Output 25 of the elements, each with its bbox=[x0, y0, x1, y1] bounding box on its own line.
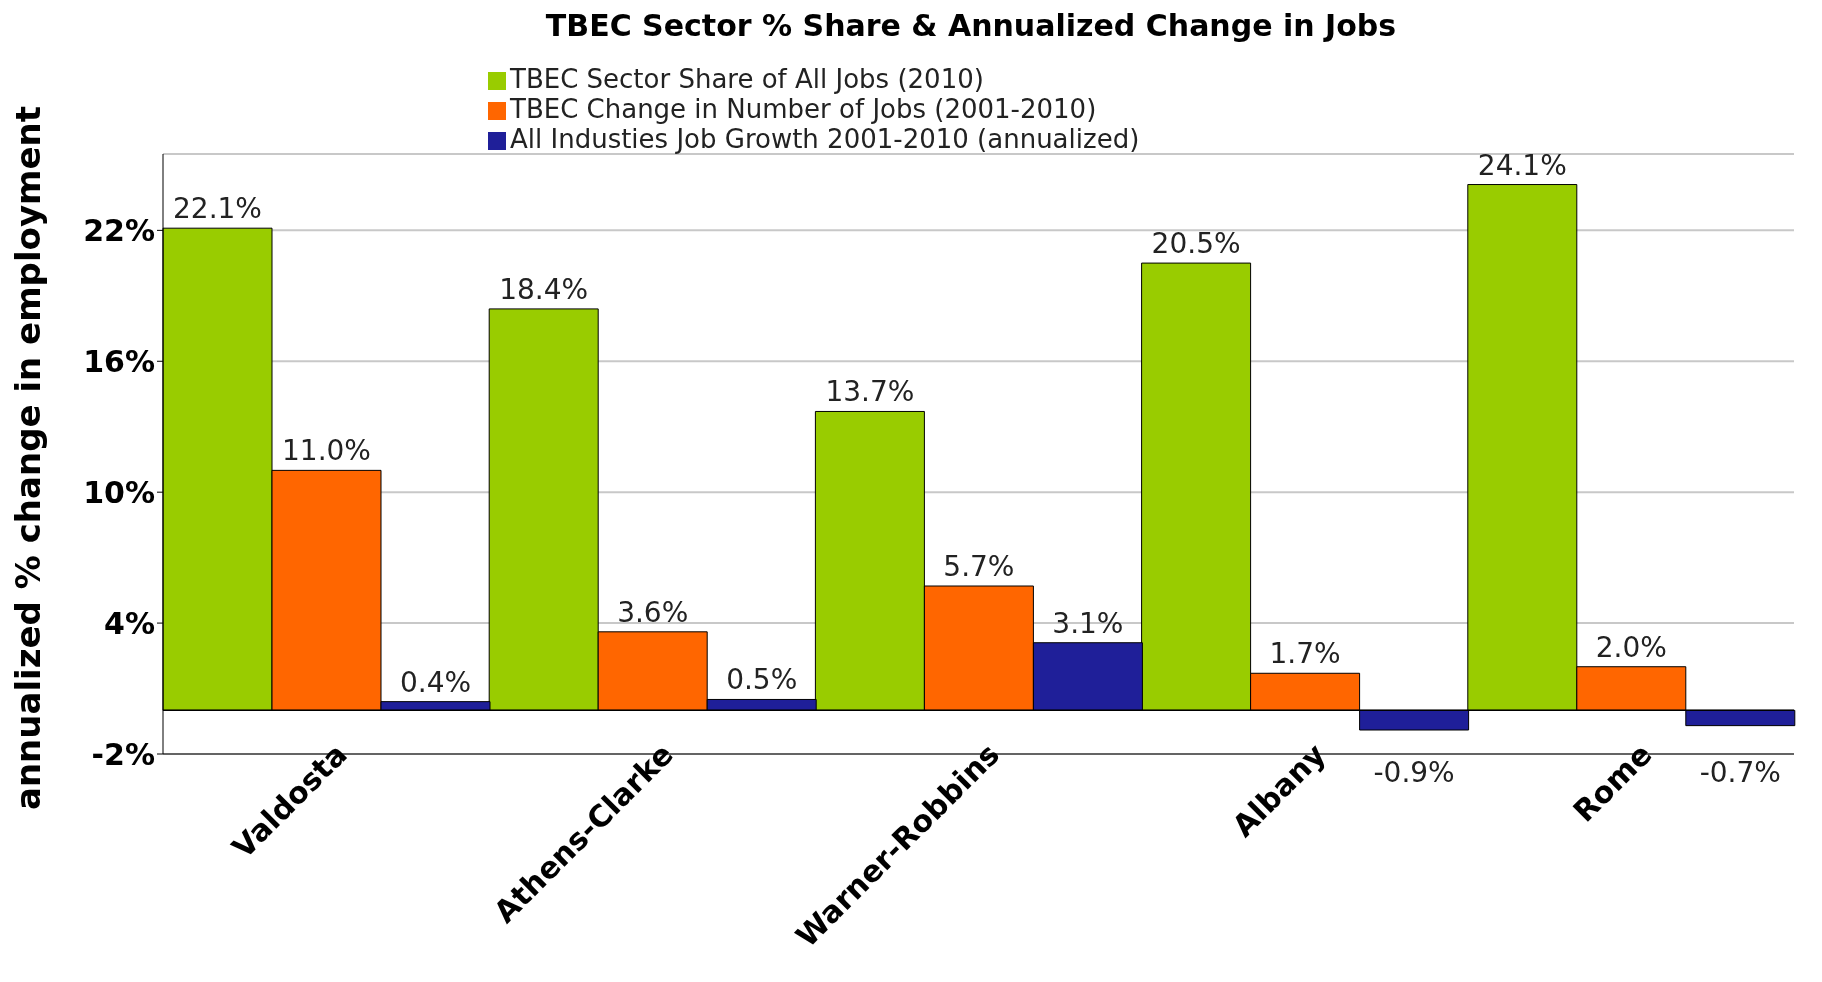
data-label: 3.6% bbox=[617, 595, 689, 629]
y-tick-label: 10% bbox=[83, 474, 155, 510]
data-label: -0.7% bbox=[1699, 756, 1781, 790]
y-axis-title: annualized % change in employment bbox=[8, 105, 48, 811]
legend-label: TBEC Change in Number of Jobs (2001-2010) bbox=[510, 94, 1097, 124]
data-label: 0.5% bbox=[726, 663, 798, 697]
data-label: 20.5% bbox=[1151, 227, 1241, 261]
data-label: 13.7% bbox=[825, 375, 915, 409]
y-tick-label: 16% bbox=[83, 343, 155, 379]
legend-label: TBEC Sector Share of All Jobs (2010) bbox=[510, 64, 984, 94]
legend-label: All Industies Job Growth 2001-2010 (annualized) bbox=[510, 124, 1140, 154]
data-label: 1.7% bbox=[1269, 637, 1341, 671]
data-label: 24.1% bbox=[1477, 148, 1567, 182]
data-label: -0.9% bbox=[1373, 756, 1455, 790]
data-label: 11.0% bbox=[282, 434, 371, 468]
data-label: 5.7% bbox=[943, 550, 1015, 583]
y-tick-label: -2% bbox=[91, 736, 155, 772]
data-label: 18.4% bbox=[499, 272, 589, 306]
data-label: 22.1% bbox=[173, 192, 262, 226]
chart-title: TBEC Sector % Share & Annualized Change in Jobs bbox=[544, 8, 1398, 45]
data-label: 2.0% bbox=[1595, 630, 1667, 664]
y-tick-label: 22% bbox=[83, 213, 155, 249]
data-label: 0.4% bbox=[399, 665, 472, 699]
y-tick-label: 4% bbox=[104, 605, 155, 641]
data-label: 3.1% bbox=[1052, 606, 1124, 640]
